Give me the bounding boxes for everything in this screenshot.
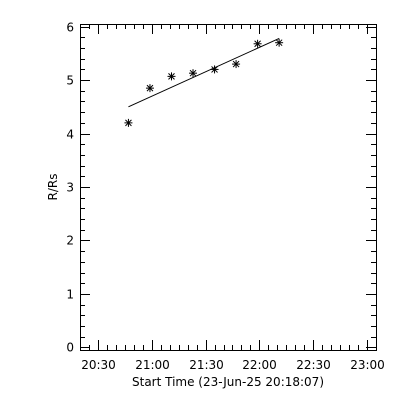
x-axis: 20:30 21:00 21:30 22:00 22:30 23:00 [80,24,385,372]
data-point [210,65,219,74]
y-tick-label: 2 [66,234,74,248]
fit-line [128,37,280,108]
data-point [167,72,176,81]
asterisk-stroke [211,66,218,73]
y-tick-label: 6 [66,21,74,35]
asterisk-stroke [254,40,261,48]
data-point [145,84,154,93]
fit-line-group [128,37,280,108]
asterisk-stroke [146,84,154,92]
y-axis: 0 1 2 3 4 5 6 [66,21,376,355]
x-tick-label: 20:30 [81,358,116,372]
asterisk-stroke [189,69,197,77]
x-tick-label: 22:30 [296,358,331,372]
asterisk-stroke [125,119,132,127]
x-tick-label: 21:30 [189,358,224,372]
y-tick-label: 1 [66,288,74,302]
x-axis-label: Start Time (23-Jun-25 20:18:07) [132,375,324,389]
data-point [189,69,198,78]
data-point [232,60,241,69]
asterisk-stroke [168,73,175,80]
data-points [124,38,284,127]
y-tick-label: 3 [66,181,74,195]
y-tick-label: 0 [66,341,74,355]
y-tick-label: 4 [66,128,74,142]
x-tick-label: 21:00 [135,358,170,372]
asterisk-stroke [275,39,283,47]
y-axis-label: R/Rs [46,174,60,201]
x-tick-label: 23:00 [350,358,385,372]
data-point [124,118,133,127]
data-point [275,38,284,47]
y-tick-label: 5 [66,74,74,88]
data-point [253,39,262,48]
asterisk-stroke [232,60,240,68]
x-tick-label: 22:00 [242,358,277,372]
